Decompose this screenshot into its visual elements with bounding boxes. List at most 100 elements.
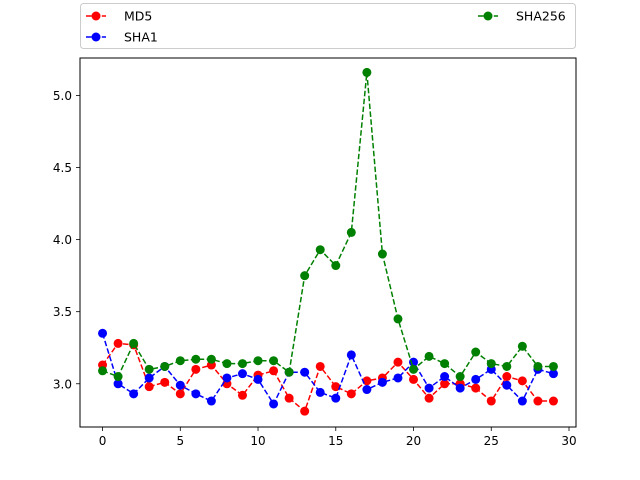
data-point-sha256	[517, 341, 527, 351]
data-point-md5	[300, 406, 310, 416]
data-point-md5	[237, 390, 247, 400]
data-point-sha256	[486, 359, 496, 369]
legend-label: SHA1	[124, 30, 158, 45]
legend-label: MD5	[124, 9, 152, 24]
data-point-sha256	[346, 227, 356, 237]
x-tick-label: 10	[250, 434, 265, 448]
data-point-md5	[548, 396, 558, 406]
data-point-sha1	[113, 379, 123, 389]
series-md5	[98, 338, 558, 416]
data-point-md5	[113, 338, 123, 348]
data-point-sha256	[269, 356, 279, 366]
x-tick-label: 5	[176, 434, 184, 448]
data-point-md5	[191, 364, 201, 374]
data-point-sha256	[455, 372, 465, 382]
data-point-md5	[315, 361, 325, 371]
data-point-sha256	[113, 372, 123, 382]
data-point-sha256	[424, 351, 434, 361]
series-line-md5	[101, 342, 554, 413]
data-point-md5	[284, 393, 294, 403]
data-point-sha1	[191, 389, 201, 399]
data-point-md5	[502, 372, 512, 382]
legend-frame	[80, 3, 576, 49]
data-point-sha256	[362, 67, 372, 77]
data-point-sha1	[175, 380, 185, 390]
data-point-md5	[144, 382, 154, 392]
data-point-sha1	[144, 373, 154, 383]
data-point-sha256	[409, 364, 419, 374]
data-point-sha1	[269, 399, 279, 409]
data-point-sha1	[98, 328, 108, 338]
data-point-sha256	[502, 361, 512, 371]
legend-entry-sha256: SHA256	[478, 9, 566, 24]
data-point-sha256	[331, 261, 341, 271]
data-point-sha1	[455, 383, 465, 393]
data-point-sha1	[548, 369, 558, 379]
y-tick-label: 5.0	[53, 89, 72, 103]
data-point-sha256	[548, 361, 558, 371]
data-point-sha256	[98, 366, 108, 376]
data-point-sha256	[533, 361, 543, 371]
data-point-sha1	[362, 385, 372, 395]
data-point-md5	[440, 379, 450, 389]
data-point-md5	[486, 396, 496, 406]
data-point-sha256	[129, 338, 139, 348]
data-point-sha1	[315, 387, 325, 397]
data-point-sha256	[144, 364, 154, 374]
x-tick-label: 30	[561, 434, 576, 448]
legend-label: SHA256	[516, 9, 566, 24]
data-point-sha256	[253, 356, 263, 366]
data-point-md5	[346, 389, 356, 399]
legend-marker	[91, 32, 101, 42]
y-tick-label: 4.5	[53, 161, 72, 175]
x-tick-label: 20	[406, 434, 421, 448]
data-point-md5	[533, 396, 543, 406]
data-point-sha1	[129, 389, 139, 399]
data-point-sha1	[502, 380, 512, 390]
data-point-sha256	[160, 361, 170, 371]
x-tick-label: 0	[99, 434, 107, 448]
data-point-sha256	[191, 354, 201, 364]
data-point-sha256	[237, 359, 247, 369]
data-point-sha256	[440, 359, 450, 369]
ticks-layer: 0 5 10 15 20 25 30 3.0 3.5 4.0 4.5 5.0	[53, 89, 577, 448]
y-tick-label: 3.5	[53, 305, 72, 319]
y-tick-label: 3.0	[53, 377, 72, 391]
data-point-sha1	[517, 396, 527, 406]
data-point-md5	[424, 393, 434, 403]
data-point-sha1	[424, 383, 434, 393]
legend-entry-sha1: SHA1	[86, 30, 158, 45]
data-point-sha1	[471, 374, 481, 384]
data-point-sha1	[377, 377, 387, 387]
data-point-md5	[331, 382, 341, 392]
data-point-md5	[517, 376, 527, 386]
data-point-sha1	[253, 374, 263, 384]
x-tick-label: 15	[328, 434, 343, 448]
data-point-sha256	[206, 354, 216, 364]
data-point-sha1	[300, 367, 310, 377]
data-point-sha1	[440, 372, 450, 382]
series-line-sha1	[101, 333, 554, 406]
series-layer	[98, 67, 558, 416]
data-point-md5	[160, 377, 170, 387]
data-point-sha1	[393, 373, 403, 383]
series-line-sha256	[102, 72, 554, 378]
data-point-md5	[393, 357, 403, 367]
legend-marker	[483, 11, 493, 21]
data-point-md5	[471, 383, 481, 393]
data-point-sha1	[206, 396, 216, 406]
legend-marker	[91, 11, 101, 21]
data-point-sha256	[284, 367, 294, 377]
data-point-sha1	[331, 393, 341, 403]
data-point-sha1	[237, 369, 247, 379]
data-point-sha256	[300, 271, 310, 281]
data-point-sha256	[222, 359, 232, 369]
data-point-sha256	[175, 356, 185, 366]
data-point-sha256	[315, 245, 325, 255]
data-point-sha256	[393, 314, 403, 324]
legend-entry-md5: MD5	[86, 9, 152, 24]
series-sha256	[98, 67, 558, 382]
data-point-sha256	[377, 249, 387, 259]
data-point-sha1	[346, 350, 356, 360]
